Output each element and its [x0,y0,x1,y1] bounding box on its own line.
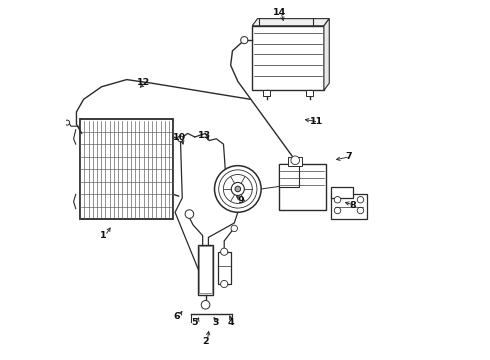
Text: 7: 7 [345,152,352,161]
Circle shape [334,197,341,203]
Bar [198,244,213,295]
Text: 10: 10 [173,133,186,142]
Polygon shape [252,19,329,26]
Circle shape [334,207,341,214]
Text: 8: 8 [349,201,356,210]
Text: 12: 12 [137,78,150,87]
Text: 2: 2 [202,337,209,346]
Text: 6: 6 [173,312,180,321]
Circle shape [177,136,183,141]
Bar [331,187,353,198]
Polygon shape [324,19,329,90]
Bar [218,252,231,284]
Circle shape [291,156,299,165]
Circle shape [231,183,245,195]
Circle shape [235,186,241,192]
Circle shape [241,37,248,44]
Circle shape [231,225,238,231]
Circle shape [223,175,252,203]
Text: 3: 3 [212,318,219,327]
Bar [263,90,270,96]
Bar [306,90,313,96]
Circle shape [219,170,257,208]
Bar [279,164,299,187]
Text: 13: 13 [198,131,211,140]
Circle shape [220,248,228,255]
Circle shape [220,280,228,288]
Text: 11: 11 [310,117,323,126]
Circle shape [185,210,194,219]
Bar [80,119,173,220]
Text: 14: 14 [272,8,286,17]
Bar [288,157,302,166]
Circle shape [65,120,70,125]
Bar [331,194,367,220]
Circle shape [201,301,210,309]
Text: 5: 5 [192,318,198,327]
Bar [279,164,326,211]
Bar [252,26,324,90]
Circle shape [357,197,364,203]
Circle shape [215,166,261,212]
Bar [199,246,212,293]
Circle shape [357,207,364,214]
Text: 1: 1 [100,231,107,240]
Text: 4: 4 [228,318,235,327]
Text: 9: 9 [237,196,244,205]
